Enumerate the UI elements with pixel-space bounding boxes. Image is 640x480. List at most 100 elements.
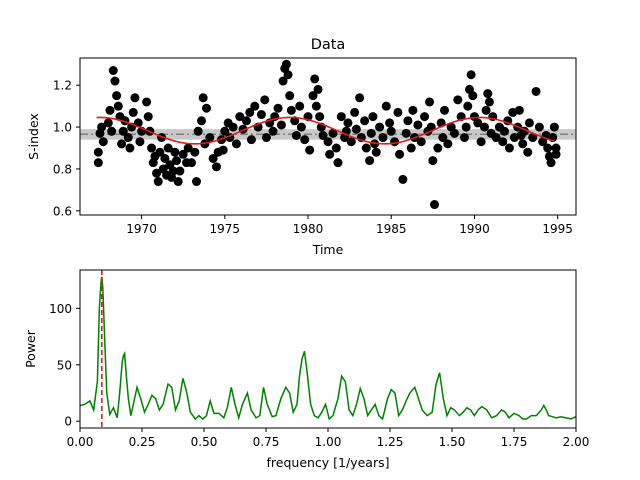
data-point xyxy=(366,128,376,138)
data-point xyxy=(336,112,346,122)
data-points xyxy=(93,59,561,210)
data-point xyxy=(246,135,256,145)
data-point xyxy=(118,126,128,136)
data-point xyxy=(375,122,385,132)
data-point xyxy=(531,86,541,96)
data-point xyxy=(328,128,338,138)
bottom-x-axis-ticks: 0.00 0.25 0.50 0.75 1.00 1.25 1.50 1.75 2.00 xyxy=(67,428,589,449)
data-point xyxy=(163,143,173,153)
data-point xyxy=(534,122,544,132)
data-point xyxy=(368,112,378,122)
x-tick-label: 0.00 xyxy=(67,435,94,449)
data-point xyxy=(187,158,197,168)
data-point xyxy=(273,103,283,113)
x-tick-label: 1.00 xyxy=(315,435,342,449)
bottom-y-axis-ticks: 0 50 100 xyxy=(49,302,80,429)
data-point xyxy=(197,116,207,126)
data-point xyxy=(498,137,508,147)
data-point xyxy=(466,70,476,80)
data-point xyxy=(193,126,203,136)
data-point xyxy=(476,137,486,147)
data-point xyxy=(318,130,328,140)
data-point xyxy=(142,97,152,107)
data-point xyxy=(105,105,115,115)
data-point xyxy=(491,133,501,143)
data-point xyxy=(350,107,360,117)
data-point xyxy=(425,97,435,107)
data-point xyxy=(483,89,493,99)
chart-title: Data xyxy=(311,37,346,53)
data-point xyxy=(311,101,321,111)
data-point xyxy=(361,143,371,153)
data-point xyxy=(135,137,145,147)
data-point xyxy=(346,137,356,147)
x-axis-label: Time xyxy=(312,242,344,257)
data-point xyxy=(325,149,335,159)
data-point xyxy=(291,130,301,140)
data-point xyxy=(125,143,135,153)
data-point xyxy=(201,103,211,113)
periodogram-panel: 0.00 0.25 0.50 0.75 1.00 1.25 1.50 1.75 2.00 0 50… xyxy=(23,269,589,470)
data-point xyxy=(175,166,185,176)
data-point xyxy=(413,120,423,130)
data-point xyxy=(499,126,509,136)
data-point xyxy=(504,143,514,153)
data-point xyxy=(438,133,448,143)
data-point xyxy=(192,177,202,187)
data-point xyxy=(523,147,533,157)
data-point xyxy=(323,137,333,147)
data-point xyxy=(153,177,163,187)
data-point xyxy=(315,112,325,122)
data-point xyxy=(256,110,266,120)
data-point xyxy=(278,76,288,86)
data-point xyxy=(147,143,157,153)
data-point xyxy=(113,101,123,111)
data-point xyxy=(430,200,440,210)
y-tick-label: 0 xyxy=(64,415,72,429)
data-point xyxy=(524,118,534,128)
data-point xyxy=(378,133,388,143)
x-tick-label: 0.25 xyxy=(129,435,156,449)
data-point xyxy=(385,118,395,128)
data-point xyxy=(128,107,138,117)
data-point xyxy=(461,122,471,132)
x-tick-label: 1990 xyxy=(459,222,490,236)
data-point xyxy=(393,107,403,117)
y-tick-label: 0.8 xyxy=(53,162,72,176)
data-point xyxy=(463,101,473,111)
data-point xyxy=(198,93,208,103)
data-point xyxy=(241,116,251,126)
data-point xyxy=(551,143,561,153)
data-point xyxy=(261,133,271,143)
data-point xyxy=(381,101,391,111)
y-tick-label: 1.0 xyxy=(53,121,72,135)
y-tick-label: 1.2 xyxy=(53,79,72,93)
data-point xyxy=(183,143,193,153)
bottom-axes-frame xyxy=(79,269,577,429)
data-point xyxy=(403,116,413,126)
data-point xyxy=(484,97,494,107)
data-point xyxy=(173,177,183,187)
data-point xyxy=(420,112,430,122)
data-point xyxy=(551,149,561,159)
data-point xyxy=(172,156,182,166)
data-point xyxy=(283,70,293,80)
data-point xyxy=(473,118,483,128)
data-point xyxy=(152,168,162,178)
data-point xyxy=(459,133,469,143)
data-point xyxy=(440,105,450,115)
data-point xyxy=(112,91,122,101)
data-point xyxy=(401,128,411,138)
data-point xyxy=(208,153,218,163)
data-point xyxy=(453,95,463,105)
data-point xyxy=(406,143,416,153)
x-tick-label: 0.75 xyxy=(253,435,280,449)
data-point xyxy=(93,147,103,157)
data-point xyxy=(123,133,133,143)
y-axis-label: Power xyxy=(23,329,38,368)
data-point xyxy=(110,76,120,86)
top-y-axis-ticks: 0.6 0.8 1.0 1.2 xyxy=(53,79,80,218)
model-curve xyxy=(96,116,555,145)
power-spectrum-line xyxy=(79,276,577,421)
